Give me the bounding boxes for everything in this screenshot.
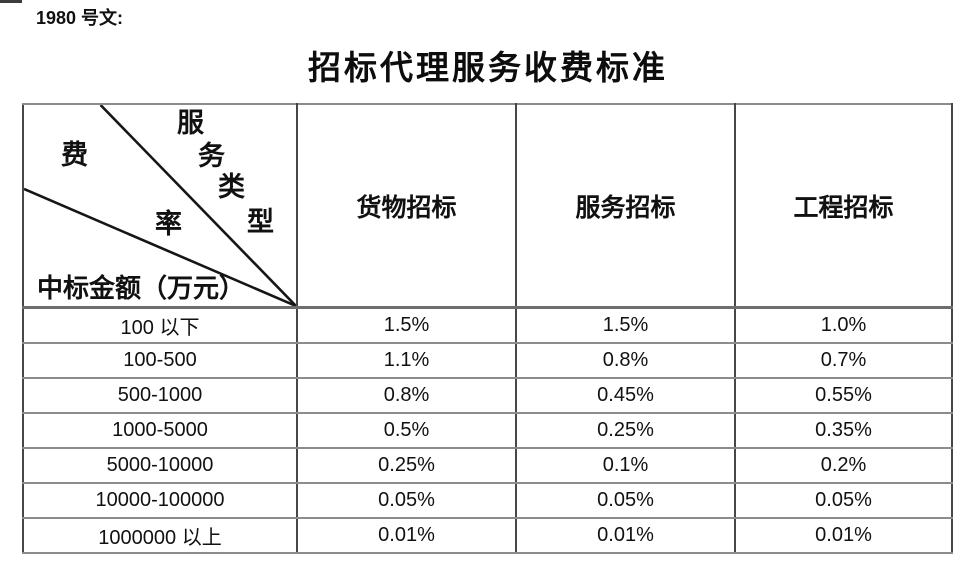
rate-cell: 0.05% xyxy=(515,482,736,519)
amount-range-cell: 500-1000 xyxy=(22,377,298,414)
amount-range-cell: 1000000 以上 xyxy=(22,517,298,554)
rate-cell: 0.1% xyxy=(515,447,736,484)
rate-cell: 0.5% xyxy=(296,412,517,449)
column-header-goods-bidding: 货物招标 xyxy=(296,103,517,309)
rate-cell: 0.45% xyxy=(515,377,736,414)
amount-range-cell: 100 以下 xyxy=(22,306,298,344)
column-header-services-bidding: 服务招标 xyxy=(515,103,736,309)
table-row: 100-500 1.1% 0.8% 0.7% xyxy=(22,342,953,379)
page-title: 招标代理服务收费标准 xyxy=(308,51,668,87)
rate-cell: 1.5% xyxy=(296,306,517,344)
amount-range-cell: 10000-100000 xyxy=(22,482,298,519)
table-row: 5000-10000 0.25% 0.1% 0.2% xyxy=(22,447,953,484)
diagonal-divider-lines xyxy=(24,105,296,306)
corner-service-type-char: 类 xyxy=(218,172,245,202)
rate-cell: 1.5% xyxy=(515,306,736,344)
rate-cell: 0.7% xyxy=(734,342,953,379)
top-left-edge-artifact xyxy=(0,0,22,3)
rate-cell: 0.8% xyxy=(296,377,517,414)
corner-service-type-char: 务 xyxy=(198,141,225,171)
rate-cell: 0.55% xyxy=(734,377,953,414)
rate-cell: 0.25% xyxy=(515,412,736,449)
rate-cell: 0.25% xyxy=(296,447,517,484)
table-row: 1000-5000 0.5% 0.25% 0.35% xyxy=(22,412,953,449)
column-header-works-bidding: 工程招标 xyxy=(734,103,953,309)
rate-cell: 0.05% xyxy=(734,482,953,519)
rate-cell: 0.05% xyxy=(296,482,517,519)
corner-fee-rate-char: 率 xyxy=(155,209,182,239)
corner-fee-rate-char: 费 xyxy=(61,140,88,170)
corner-service-type-char: 服 xyxy=(177,108,204,138)
table-row: 1000000 以上 0.01% 0.01% 0.01% xyxy=(22,517,953,554)
rate-cell: 0.8% xyxy=(515,342,736,379)
rate-cell: 0.01% xyxy=(296,517,517,554)
amount-range-cell: 1000-5000 xyxy=(22,412,298,449)
table-row: 100 以下 1.5% 1.5% 1.0% xyxy=(22,306,953,344)
rate-cell: 1.1% xyxy=(296,342,517,379)
table-header-row: 服 务 类 型 费 率 中标金额（万元） 货物招标 服务招标 工程招标 xyxy=(22,103,953,309)
table-row: 500-1000 0.8% 0.45% 0.55% xyxy=(22,377,953,414)
rate-cell: 0.01% xyxy=(734,517,953,554)
row-axis-label: 中标金额（万元） xyxy=(37,274,246,303)
corner-service-type-char: 型 xyxy=(247,207,274,237)
rate-cell: 1.0% xyxy=(734,306,953,344)
rate-cell: 0.35% xyxy=(734,412,953,449)
table-row: 10000-100000 0.05% 0.05% 0.05% xyxy=(22,482,953,519)
amount-range-cell: 5000-10000 xyxy=(22,447,298,484)
doc-number-label: 1980 号文: xyxy=(36,8,124,28)
amount-range-cell: 100-500 xyxy=(22,342,298,379)
table-corner-cell: 服 务 类 型 费 率 中标金额（万元） xyxy=(22,103,298,309)
rate-cell: 0.01% xyxy=(515,517,736,554)
fee-table: 服 务 类 型 费 率 中标金额（万元） 货物招标 服务招标 工程招标 100 … xyxy=(22,103,953,554)
rate-cell: 0.2% xyxy=(734,447,953,484)
